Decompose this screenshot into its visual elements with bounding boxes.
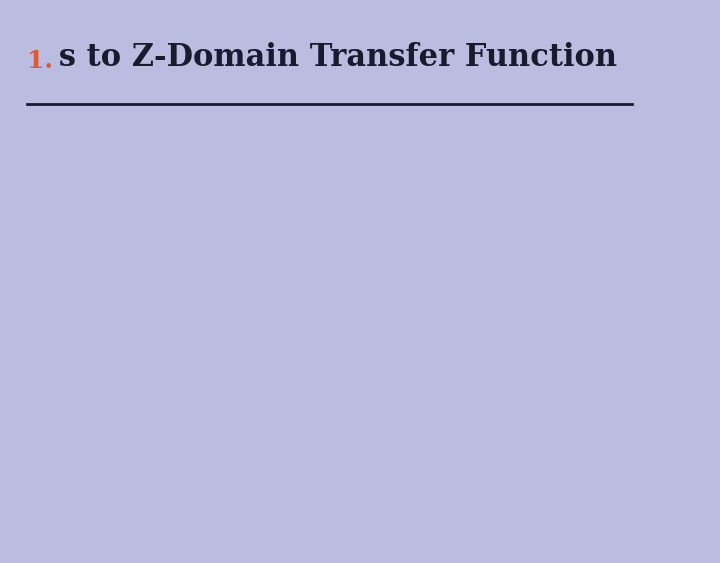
Text: 1.: 1. — [27, 49, 53, 73]
Text: s to Z-Domain Transfer Function: s to Z-Domain Transfer Function — [27, 42, 617, 73]
